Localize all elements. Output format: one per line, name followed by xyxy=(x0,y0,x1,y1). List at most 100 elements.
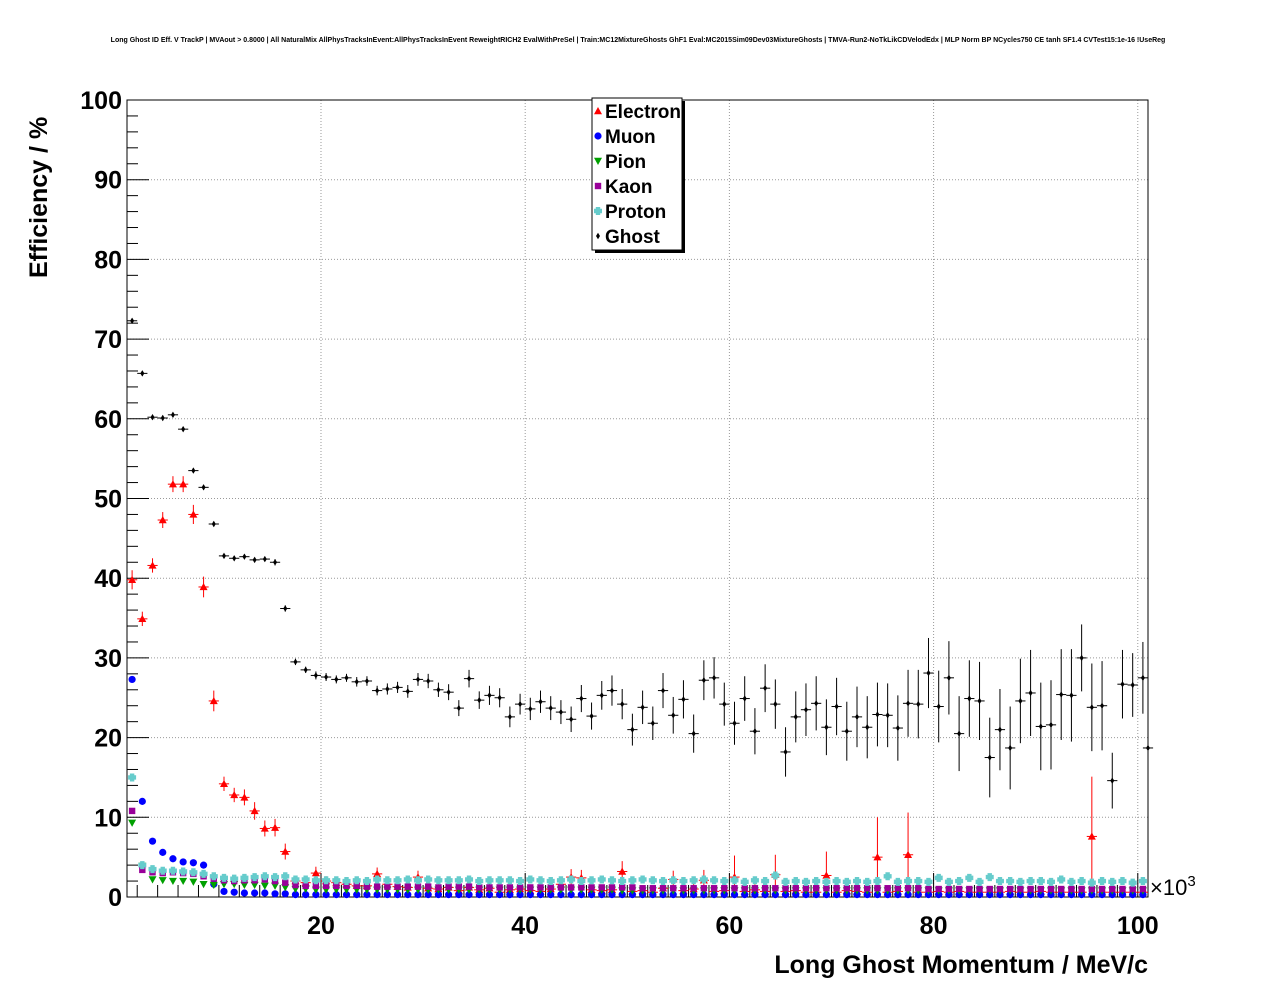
data-point-muon xyxy=(332,891,340,899)
chart-title: Long Ghost ID Eff. V TrackP | MVAout > 0… xyxy=(111,37,1166,44)
data-point-ghost xyxy=(170,411,175,419)
series-proton xyxy=(128,773,1147,887)
data-point-muon xyxy=(230,888,238,896)
data-point-proton xyxy=(1077,877,1086,886)
data-point-ghost xyxy=(722,700,727,708)
y-tick-label: 30 xyxy=(94,645,122,673)
data-point-proton xyxy=(1057,875,1066,884)
data-point-kaon xyxy=(659,885,667,892)
data-point-ghost xyxy=(773,700,778,708)
data-point-proton xyxy=(985,873,994,882)
data-point-proton xyxy=(1098,877,1107,886)
data-point-kaon xyxy=(1006,885,1014,893)
data-point-pion xyxy=(250,881,259,890)
x-axis-label: Long Ghost Momentum / MeV/c xyxy=(774,951,1148,979)
data-point-proton xyxy=(607,876,616,885)
data-point-ghost xyxy=(446,688,451,696)
data-point-proton xyxy=(495,876,504,885)
data-point-electron xyxy=(260,824,269,832)
data-point-kaon xyxy=(680,885,687,892)
data-point-ghost xyxy=(671,712,676,719)
data-point-electron xyxy=(311,869,320,877)
data-point-ghost xyxy=(977,697,982,705)
data-point-proton xyxy=(720,877,729,886)
data-point-ghost xyxy=(375,687,380,694)
data-point-proton xyxy=(199,869,208,878)
data-point-ghost xyxy=(344,674,349,682)
data-point-muon xyxy=(189,859,197,867)
y-axis-label: Efficiency / % xyxy=(25,117,53,278)
data-point-electron xyxy=(138,614,147,623)
data-point-proton xyxy=(934,873,943,882)
data-point-kaon xyxy=(741,885,748,892)
data-point-muon xyxy=(516,891,524,899)
data-point-muon xyxy=(557,891,565,899)
data-point-ghost xyxy=(548,704,553,712)
data-point-proton xyxy=(628,876,637,885)
data-point-muon xyxy=(598,891,606,899)
data-point-kaon xyxy=(812,885,820,892)
data-point-muon xyxy=(465,891,473,899)
data-point-kaon xyxy=(751,885,759,892)
data-point-ghost xyxy=(1028,689,1033,697)
data-point-ghost xyxy=(467,675,472,682)
data-point-proton xyxy=(291,875,300,884)
data-point-proton xyxy=(893,877,902,886)
data-point-muon xyxy=(424,891,432,899)
data-point-electron xyxy=(250,806,259,815)
data-point-ghost xyxy=(283,605,288,612)
data-point-kaon xyxy=(373,883,381,890)
data-point-ghost xyxy=(681,696,686,703)
data-point-kaon xyxy=(976,885,983,893)
data-point-ghost xyxy=(415,676,420,683)
data-point-ghost xyxy=(1069,692,1074,699)
data-point-ghost xyxy=(609,687,614,694)
data-point-ghost xyxy=(946,674,951,682)
data-point-kaon xyxy=(465,883,473,890)
data-point-proton xyxy=(750,876,759,885)
data-point-proton xyxy=(230,874,239,883)
data-point-ghost xyxy=(742,695,747,702)
legend-label: Ghost xyxy=(605,227,661,248)
data-point-kaon xyxy=(312,882,320,890)
data-point-ghost xyxy=(252,556,257,564)
legend-label: Electron xyxy=(605,102,681,123)
data-point-muon xyxy=(455,891,463,899)
data-point-muon xyxy=(445,891,453,899)
data-point-ghost xyxy=(507,713,512,721)
data-point-proton xyxy=(465,875,474,884)
data-point-muon xyxy=(240,889,249,897)
data-point-proton xyxy=(475,877,484,886)
data-point-ghost xyxy=(1018,697,1023,705)
data-point-ghost xyxy=(855,713,860,721)
data-point-kaon xyxy=(547,884,554,891)
data-point-muon xyxy=(383,891,391,899)
data-point-kaon xyxy=(486,884,493,891)
data-point-pion xyxy=(158,877,167,885)
data-point-proton xyxy=(648,876,657,885)
data-point-ghost xyxy=(1008,744,1013,752)
data-point-proton xyxy=(914,877,923,886)
x-tick-label: 100 xyxy=(1117,912,1159,940)
data-point-kaon xyxy=(292,881,299,889)
data-points xyxy=(127,317,1154,899)
data-point-proton xyxy=(853,877,862,886)
data-point-pion xyxy=(281,884,290,892)
data-point-muon xyxy=(434,891,443,899)
data-point-muon xyxy=(148,837,157,845)
data-point-kaon xyxy=(435,884,442,891)
data-point-proton xyxy=(791,877,800,886)
data-point-kaon xyxy=(721,885,728,892)
data-point-proton xyxy=(1118,877,1127,886)
legend-label: Proton xyxy=(605,202,666,223)
data-point-proton xyxy=(332,876,341,885)
data-point-ghost xyxy=(538,698,543,705)
data-point-muon xyxy=(159,848,167,856)
data-point-kaon xyxy=(578,884,585,891)
data-point-pion xyxy=(179,877,188,886)
data-point-proton xyxy=(842,877,851,886)
data-point-ghost xyxy=(793,713,798,721)
data-point-ghost xyxy=(140,370,145,377)
data-point-proton xyxy=(383,876,392,885)
data-point-proton xyxy=(1087,878,1096,887)
